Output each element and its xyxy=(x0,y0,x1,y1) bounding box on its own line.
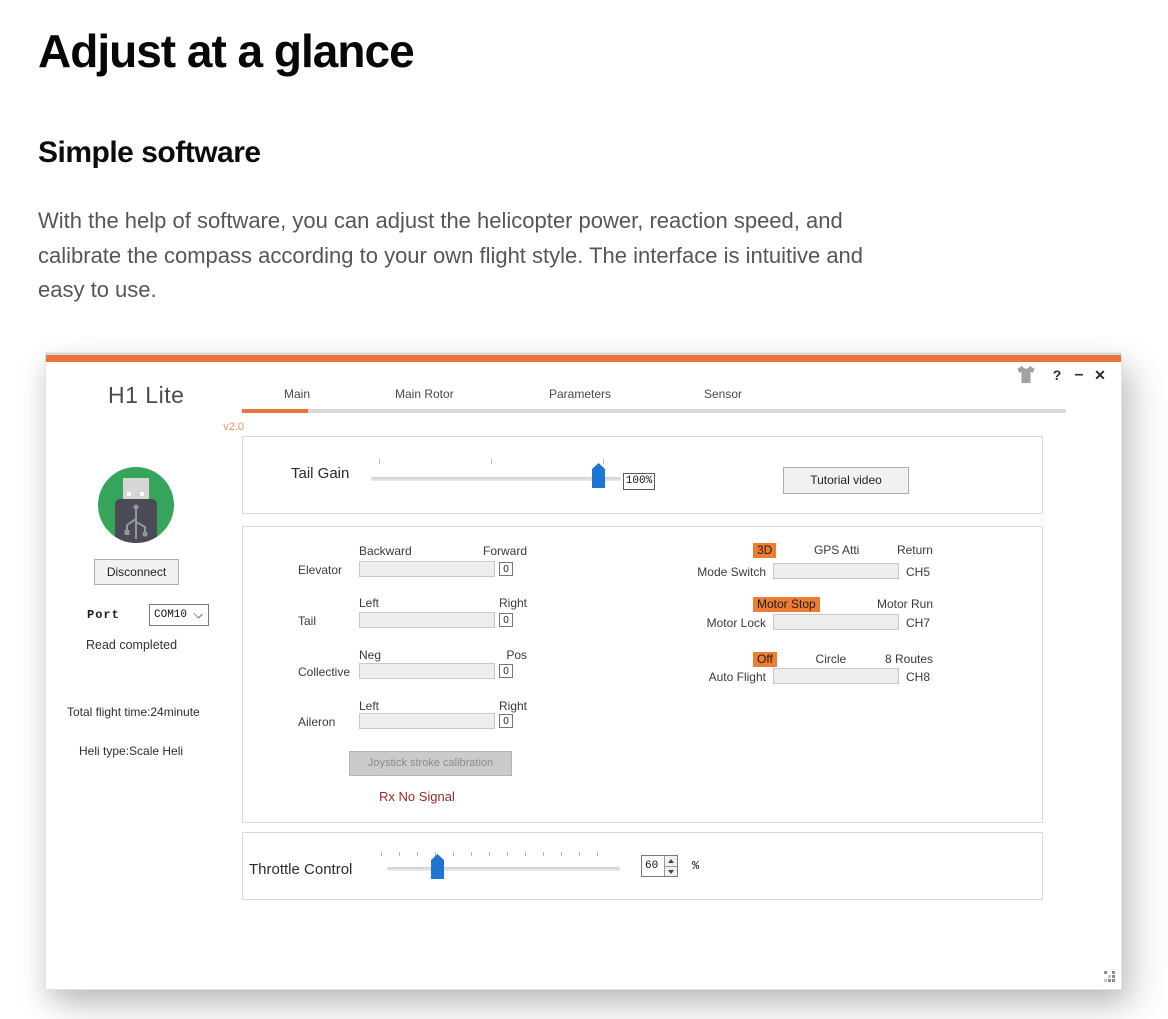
usb-plug-hole xyxy=(127,492,131,496)
channel-bar xyxy=(359,713,495,729)
tick-mark xyxy=(491,459,492,464)
switch-channel: CH5 xyxy=(906,565,931,579)
section-subtitle: Simple software xyxy=(38,136,261,169)
paragraph-line: With the help of software, you can adjus… xyxy=(38,208,843,233)
usb-plug-hole xyxy=(140,492,144,496)
throttle-slider-thumb[interactable] xyxy=(431,854,444,879)
heli-type-text: Heli type:Scale Heli xyxy=(79,744,184,758)
tab-underline-track xyxy=(242,409,1066,413)
tab-sensor[interactable]: Sensor xyxy=(704,387,743,401)
intro-paragraph: With the help of software, you can adjus… xyxy=(38,204,863,308)
channel-range-labels: Left Right xyxy=(359,699,527,713)
window-top-strip xyxy=(46,353,1121,355)
read-status-text: Read completed xyxy=(86,638,178,652)
switch-name: Motor Lock xyxy=(706,616,766,630)
tab-main-rotor[interactable]: Main Rotor xyxy=(395,387,454,401)
usb-connection-icon xyxy=(98,467,174,543)
port-label: Port xyxy=(87,608,120,622)
channel-bar xyxy=(359,561,495,577)
tick-mark xyxy=(379,459,380,464)
skin-icon[interactable] xyxy=(1015,365,1037,385)
paragraph-line: calibrate the compass according to your … xyxy=(38,242,864,268)
tutorial-video-button[interactable]: Tutorial video xyxy=(783,467,909,494)
paragraph-line: easy to use. xyxy=(38,277,157,302)
switch-option: GPS Atti xyxy=(813,543,860,557)
close-button[interactable]: ✕ xyxy=(1094,367,1106,383)
range-min-label: Backward xyxy=(359,544,412,558)
app-title: H1 Lite xyxy=(108,382,185,408)
active-tab-indicator xyxy=(242,409,308,413)
resize-grip[interactable] xyxy=(1103,970,1117,984)
channel-value: 0 xyxy=(499,562,513,576)
range-max-label: Pos xyxy=(506,648,527,662)
port-selected-value: COM10 xyxy=(154,609,188,621)
spinner-down-button[interactable] xyxy=(665,865,677,876)
switch-option: Motor Run xyxy=(876,597,933,611)
switch-option-labels: Off Circle 8 Routes xyxy=(753,652,933,667)
switch-bar xyxy=(773,563,899,579)
switch-bar xyxy=(773,614,899,630)
tail-gain-slider-thumb[interactable] xyxy=(592,463,605,488)
switch-option-labels: Motor Stop Motor Run xyxy=(753,597,933,612)
throttle-value: 60 xyxy=(645,860,659,872)
minimize-button[interactable]: – xyxy=(1074,366,1084,383)
tab-main[interactable]: Main xyxy=(284,387,311,401)
disconnect-button[interactable]: Disconnect xyxy=(94,559,179,585)
rx-signal-status: Rx No Signal xyxy=(379,789,455,804)
switch-option: 8 Routes xyxy=(884,652,933,666)
channel-range-labels: Backward Forward xyxy=(359,544,527,558)
switch-option-active: 3D xyxy=(753,543,777,558)
help-button[interactable]: ? xyxy=(1052,367,1062,383)
tick-mark xyxy=(603,459,604,464)
channel-name: Tail xyxy=(298,614,317,628)
throttle-label: Throttle Control xyxy=(249,861,353,878)
throttle-value-spinner[interactable]: 60 xyxy=(641,855,678,877)
range-max-label: Forward xyxy=(482,544,527,558)
page-title: Adjust at a glance xyxy=(38,25,415,77)
joystick-calibration-button[interactable]: Joystick stroke calibration xyxy=(349,751,512,776)
switch-name: Mode Switch xyxy=(697,565,766,579)
channel-bar xyxy=(359,612,495,628)
tab-parameters[interactable]: Parameters xyxy=(549,387,612,401)
accent-top-bar xyxy=(46,355,1121,362)
chevron-down-icon xyxy=(193,609,203,619)
tail-gain-value: 100% xyxy=(623,473,655,490)
app-version: v2.0 xyxy=(223,421,244,433)
range-max-label: Right xyxy=(498,596,527,610)
switch-option: Return xyxy=(896,543,933,557)
channel-range-labels: Left Right xyxy=(359,596,527,610)
switch-name: Auto Flight xyxy=(708,670,766,684)
port-select[interactable]: COM10 xyxy=(149,604,209,626)
switch-option-active: Off xyxy=(753,652,777,667)
switch-channel: CH7 xyxy=(906,616,931,630)
channel-bar xyxy=(359,663,495,679)
spinner-buttons xyxy=(664,856,677,876)
tail-gain-slider-track[interactable] xyxy=(371,477,621,481)
tail-gain-label: Tail Gain xyxy=(291,465,350,482)
range-min-label: Left xyxy=(359,596,380,610)
flight-time-text: Total flight time:24minute xyxy=(67,705,200,719)
switch-channel: CH8 xyxy=(906,670,931,684)
channel-value: 0 xyxy=(499,613,513,627)
switch-option-active: Motor Stop xyxy=(753,597,820,612)
channel-name: Elevator xyxy=(298,563,343,577)
channel-value: 0 xyxy=(499,664,513,678)
channel-name: Collective xyxy=(298,665,351,679)
switch-option: Circle xyxy=(815,652,847,666)
throttle-slider-track[interactable] xyxy=(387,867,620,871)
range-min-label: Left xyxy=(359,699,380,713)
channel-name: Aileron xyxy=(298,715,336,729)
channel-value: 0 xyxy=(499,714,513,728)
range-max-label: Right xyxy=(498,699,527,713)
range-min-label: Neg xyxy=(359,648,382,662)
switch-option-labels: 3D GPS Atti Return xyxy=(753,543,933,558)
app-window: H1 Lite v2.0 ? – ✕ Main Main Rotor Param… xyxy=(45,352,1122,990)
usb-plug-body xyxy=(115,499,157,543)
usb-plug-metal xyxy=(123,478,149,499)
throttle-unit: % xyxy=(692,859,700,873)
channel-range-labels: Neg Pos xyxy=(359,648,527,662)
switch-bar xyxy=(773,668,899,684)
tick-marks xyxy=(381,852,601,856)
spinner-up-button[interactable] xyxy=(665,856,677,866)
